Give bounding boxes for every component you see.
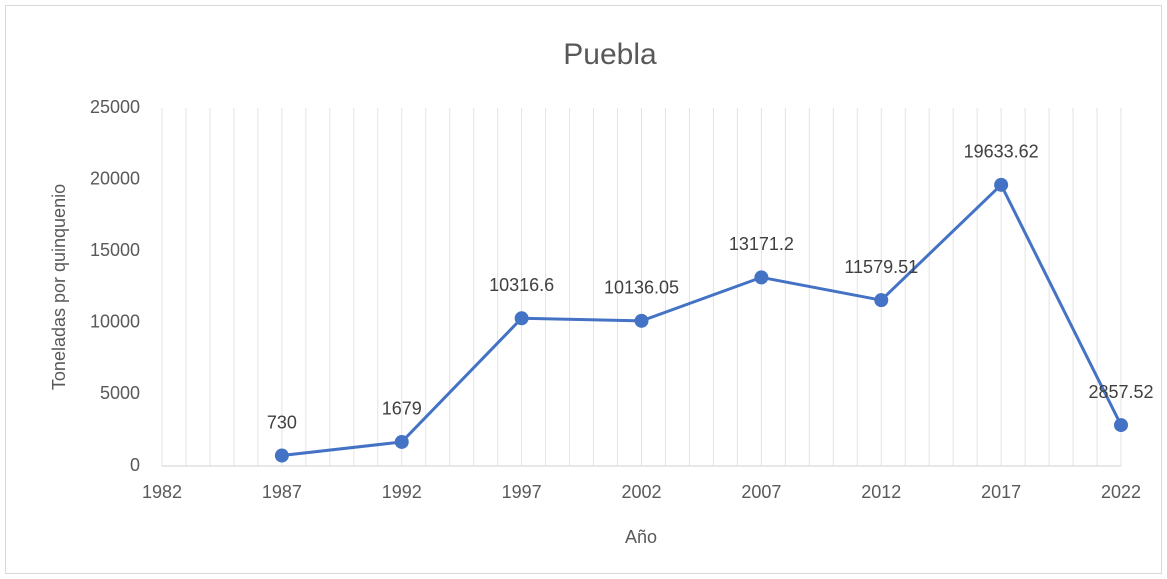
data-label: 10136.05 [604, 278, 679, 298]
data-point [274, 448, 289, 463]
y-tick-label: 10000 [90, 312, 140, 332]
chart-title: Puebla [563, 38, 657, 71]
x-tick-label: 1987 [262, 482, 302, 502]
x-tick-label: 1997 [502, 482, 542, 502]
data-label: 730 [267, 412, 297, 432]
y-tick-label: 15000 [90, 240, 140, 260]
data-point [994, 177, 1009, 192]
data-label: 13171.2 [729, 234, 794, 254]
data-point [514, 311, 529, 326]
data-point [634, 313, 649, 328]
x-tick-label: 2012 [861, 482, 901, 502]
chart-border [5, 5, 1162, 574]
x-tick-label: 1992 [382, 482, 422, 502]
series-line [281, 182, 1123, 458]
data-label: 2857.52 [1088, 382, 1153, 402]
x-tick-label: 1982 [142, 482, 182, 502]
data-point [874, 293, 889, 308]
data-point [754, 270, 769, 285]
data-point [1114, 418, 1128, 433]
data-point [394, 434, 409, 449]
x-tick-label: 2017 [981, 482, 1021, 502]
x-tick-label: 2002 [621, 482, 661, 502]
y-tick-label: 5000 [100, 383, 140, 403]
x-tick-label: 2022 [1101, 482, 1141, 502]
data-label: 10316.6 [489, 275, 554, 295]
x-axis-label: Año [625, 527, 657, 547]
y-axis-label: Toneladas por quinquenio [49, 184, 69, 390]
y-tick-label: 25000 [90, 97, 140, 117]
data-label: 1679 [382, 399, 422, 419]
data-label: 11579.51 [844, 257, 918, 277]
data-label: 19633.62 [964, 142, 1039, 162]
y-tick-label: 0 [130, 455, 140, 475]
y-tick-label: 20000 [90, 168, 140, 188]
x-tick-label: 2007 [741, 482, 781, 502]
